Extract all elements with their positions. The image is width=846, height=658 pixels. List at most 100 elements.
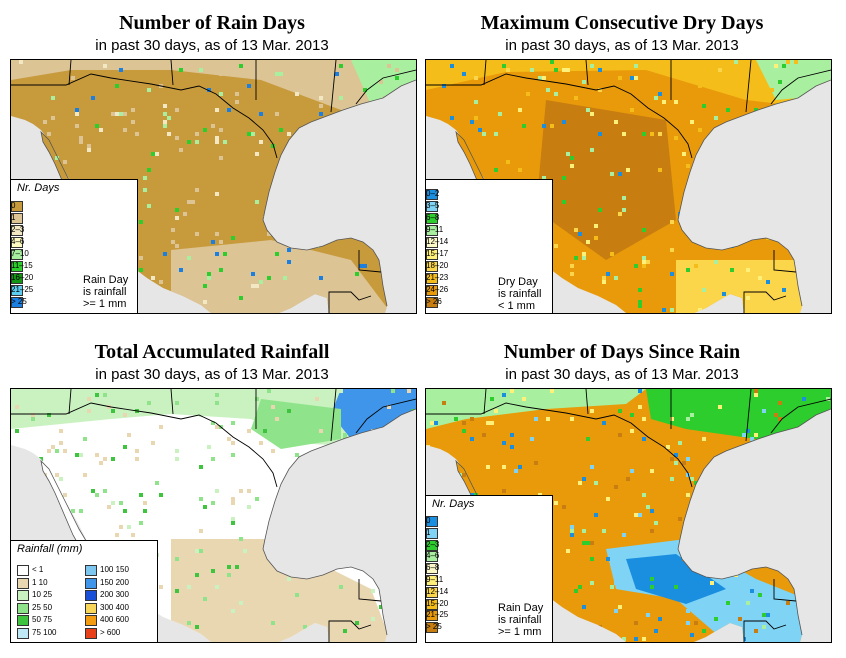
grid-cell [814,216,818,220]
note-line: Rain Day [83,274,129,286]
grid-cell [758,276,762,280]
grid-cell [355,493,359,497]
grid-cell [63,493,67,497]
grid-cell [746,601,750,605]
grid-cell [215,232,219,236]
grid-cell [694,264,698,268]
grid-cell [363,196,367,200]
grid-cell [638,389,642,393]
grid-cell [351,120,355,124]
grid-cell [570,156,574,160]
grid-cell [347,136,351,140]
grid-cell [722,228,726,232]
grid-cell [774,140,778,144]
grid-cell [586,240,590,244]
grid-cell [159,300,163,304]
grid-cell [698,557,702,561]
grid-cell [391,517,395,521]
grid-cell [814,164,818,168]
grid-cell [534,461,538,465]
grid-cell [55,449,59,453]
legend-label: > 26 [426,297,442,306]
grid-cell [299,184,303,188]
grid-cell [271,405,275,409]
grid-cell [139,220,143,224]
grid-cell [474,100,478,104]
grid-cell [762,409,766,413]
legend-swatch [85,627,97,639]
grid-cell [215,252,219,256]
grid-cell [758,148,762,152]
grid-cell [239,601,243,605]
grid-cell [698,84,702,88]
grid-cell [379,80,383,84]
legend-label: 4–6 [11,237,25,246]
grid-cell [610,172,614,176]
grid-cell [379,481,383,485]
grid-cell [602,637,606,641]
grid-cell [690,413,694,417]
grid-cell [474,76,478,80]
grid-cell [203,505,207,509]
grid-cell [239,537,243,541]
coastline [677,408,831,636]
grid-cell [786,240,790,244]
grid-cell [247,84,251,88]
grid-cell [127,525,131,529]
grid-cell [530,437,534,441]
grid-cell [494,168,498,172]
grid-cell [47,449,51,453]
grid-cell [642,417,646,421]
grid-cell [211,124,215,128]
grid-cell [59,441,63,445]
grid-cell [287,509,291,513]
grid-cell [219,156,223,160]
grid-cell [247,489,251,493]
grid-cell [403,120,407,124]
grid-cell [698,188,702,192]
grid-cell [103,489,107,493]
grid-cell [582,541,586,545]
grid-cell [247,429,251,433]
grid-cell [239,569,243,573]
grid-cell [754,393,758,397]
grid-cell [91,489,95,493]
grid-cell [115,533,119,537]
legend-swatch [11,285,23,296]
grid-cell [411,172,415,176]
grid-cell [682,461,686,465]
grid-cell [686,457,690,461]
legend-swatch [17,590,29,601]
grid-cell [407,573,411,577]
grid-cell [618,605,622,609]
grid-cell [634,264,638,268]
country-border [68,389,72,415]
legend-label: 100 150 [100,565,129,574]
grid-cell [103,64,107,68]
grid-cell [590,465,594,469]
grid-cell [199,68,203,72]
grid-cell [706,525,710,529]
grid-cell [614,276,618,280]
grid-cell [275,252,279,256]
grid-cell [231,236,235,240]
grid-cell [79,140,83,144]
grid-cell [203,300,207,304]
legend-label: 150 200 [100,577,129,587]
note-line: >= 1 mm [83,298,127,310]
grid-cell [538,76,542,80]
grid-cell [251,272,255,276]
legend-label: 50 75 [32,615,53,624]
grid-cell [295,92,299,96]
grid-cell [602,421,606,425]
grid-cell [99,461,103,465]
grid-cell [802,228,806,232]
grid-cell [211,569,215,573]
grid-cell [790,140,794,144]
grid-cell [522,124,526,128]
legend-swatch [11,249,23,260]
grid-cell [151,276,155,280]
grid-cell [774,128,778,132]
grid-cell [658,92,662,96]
grid-cell [355,621,359,625]
